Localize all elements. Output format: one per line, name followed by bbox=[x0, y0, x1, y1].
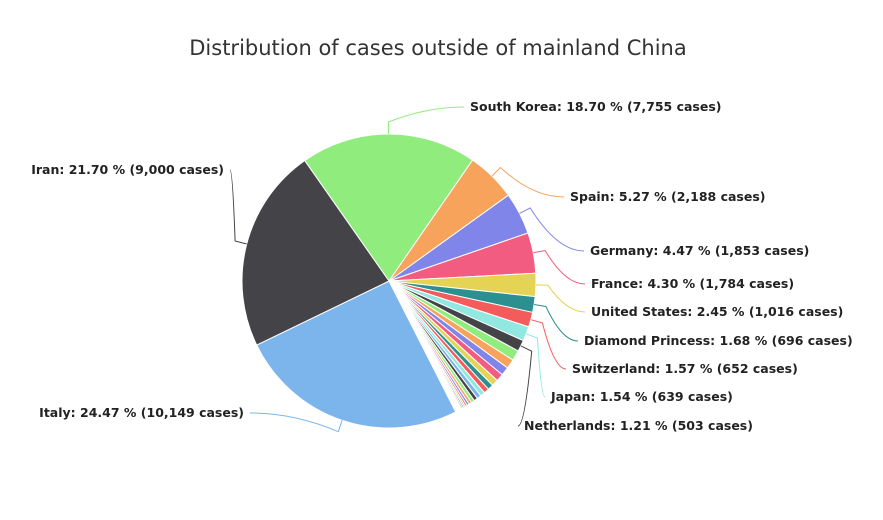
slice-label-united-states: United States: 2.45 % (1,016 cases) bbox=[591, 304, 843, 319]
slice-label-diamond-princess: Diamond Princess: 1.68 % (696 cases) bbox=[584, 333, 853, 348]
connector-germany bbox=[519, 207, 585, 252]
slice-label-south-korea: South Korea: 18.70 % (7,755 cases) bbox=[470, 99, 721, 114]
pie-slice-iran[interactable] bbox=[241, 160, 390, 346]
slice-label-switzerland: Switzerland: 1.57 % (652 cases) bbox=[572, 361, 798, 376]
connector-iran bbox=[229, 169, 247, 245]
connector-france bbox=[533, 249, 586, 285]
slice-label-netherlands: Netherlands: 1.21 % (503 cases) bbox=[524, 418, 753, 433]
slice-label-iran: Iran: 21.70 % (9,000 cases) bbox=[31, 162, 224, 177]
connector-south-korea bbox=[387, 106, 465, 135]
connector-netherlands bbox=[517, 345, 533, 427]
slice-label-japan: Japan: 1.54 % (639 cases) bbox=[550, 389, 733, 404]
connector-spain bbox=[491, 166, 565, 198]
connector-japan bbox=[526, 333, 546, 398]
slice-labels: South Korea: 18.70 % (7,755 cases) Spain:… bbox=[31, 99, 852, 433]
connector-switzerland bbox=[530, 319, 567, 370]
slice-label-germany: Germany: 4.47 % (1,853 cases) bbox=[590, 243, 809, 258]
connector-diamond-princess bbox=[534, 304, 579, 342]
slice-label-spain: Spain: 5.27 % (2,188 cases) bbox=[570, 189, 766, 204]
chart-title: Distribution of cases outside of mainlan… bbox=[189, 36, 686, 60]
connector-italy bbox=[249, 412, 343, 433]
pie-slices bbox=[241, 133, 537, 429]
label-connectors bbox=[229, 106, 586, 433]
connector-united-states bbox=[535, 284, 586, 313]
slice-label-italy: Italy: 24.47 % (10,149 cases) bbox=[39, 405, 244, 420]
slice-label-france: France: 4.30 % (1,784 cases) bbox=[591, 276, 794, 291]
